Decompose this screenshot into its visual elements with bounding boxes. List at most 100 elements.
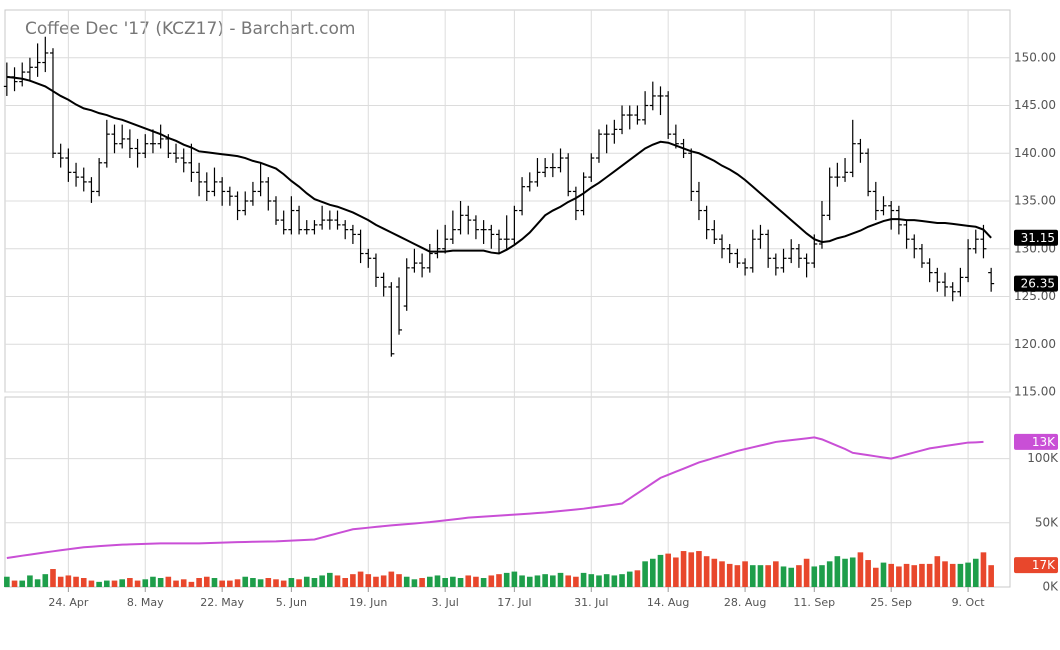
volume-bar [734,565,741,587]
volume-bar [942,561,948,587]
volume-bar [688,552,695,587]
volume-bar [426,576,433,587]
volume-bar [873,567,879,587]
volume-bar [442,578,448,587]
volume-bar [465,575,472,587]
volume-bar [619,574,625,587]
volume-bar [765,565,771,587]
volume-bar [165,576,172,587]
volume-bar [742,561,748,587]
volume-bar [142,579,149,587]
x-tick-label: 19. Jun [349,596,387,609]
volume-bar [280,580,287,587]
volume-bar [857,552,864,587]
volume-bar [965,562,971,587]
volume-bar [888,563,894,587]
volume-bar [457,578,464,587]
y-tick-label: 125.00 [1014,289,1056,303]
x-tick-label: 24. Apr [48,596,88,609]
volume-bar [980,552,987,587]
volume-bar [711,558,718,587]
volume-bar [849,557,856,587]
volume-bar [473,576,479,587]
volume-bar [626,571,633,587]
volume-bar [534,575,541,587]
oi-last-label: 13K [1032,435,1056,449]
volume-bar [673,557,679,587]
volume-bar [911,565,918,587]
volume-bar [273,579,279,587]
x-tick-label: 8. May [127,596,164,609]
volume-bar [42,574,49,587]
volume-bar [726,563,733,587]
y-tick-label: 115.00 [1014,385,1056,399]
volume-bar [580,572,587,587]
ma-last-label-box [1014,229,1058,246]
volume-bar [65,575,72,587]
volume-bar [642,561,648,587]
ma-last-label: 31.15 [1021,231,1055,245]
x-tick-label: 9. Oct [952,596,986,609]
volume-bar [203,576,210,587]
close-last-label-box [1014,275,1058,292]
volume-bar [411,579,418,587]
volume-bar [80,578,87,587]
volume-bar [34,579,41,587]
x-tick-label: 14. Aug [647,596,689,609]
volume-bar [57,576,64,587]
volume-bar [388,571,395,587]
oi-last-label-box [1014,433,1058,450]
volume-bar [11,580,18,587]
volume-bar [4,576,10,587]
volume-bar [811,566,818,587]
volume-bar [311,578,318,587]
volume-bar [749,565,756,587]
x-tick-label: 11. Sep [793,596,835,609]
close-last-label: 26.35 [1021,277,1055,291]
volume-bar [719,561,725,587]
volume-bar [288,578,295,587]
volume-bar [119,579,125,587]
volume-bar [104,580,110,587]
volume-bar [111,580,118,587]
volume-bar [557,572,564,587]
volume-bar [649,558,656,587]
volume-bar [434,575,441,587]
volume-bar [919,563,925,587]
volume-bar [150,576,156,587]
volume-bar [949,563,956,587]
volume-bar [680,551,687,587]
volume-bar [365,574,372,587]
y-tick-label: 140.00 [1014,146,1056,160]
volume-bar [757,565,764,587]
volume-bar [357,571,364,587]
volume-bar [373,576,379,587]
volume-bar [242,576,249,587]
volume-bar [227,580,233,587]
volume-bar [134,580,141,587]
volume-bar [303,576,310,587]
volume-bar [211,578,218,587]
volume-bar [396,574,402,587]
y-tick-label: 145.00 [1014,98,1056,112]
x-tick-label: 5. Jun [276,596,307,609]
y-tick-label: 50K [1035,515,1059,529]
open-interest-line [6,436,984,559]
volume-bar [180,579,187,587]
volume-bar [542,574,548,587]
volume-bar [380,575,387,587]
volume-bar [634,570,641,587]
volume-bar [657,554,664,587]
volume-bar [773,561,779,587]
volume-bar [319,575,325,587]
volume-bar [19,580,26,587]
volume-bar [257,579,264,587]
volume-bar [27,575,33,587]
volume-bar [342,578,349,587]
y-tick-label: 120.00 [1014,337,1056,351]
volume-bar [511,571,518,587]
volume-bar [503,572,510,587]
volume-bar [480,578,487,587]
volume-bar [972,558,979,587]
